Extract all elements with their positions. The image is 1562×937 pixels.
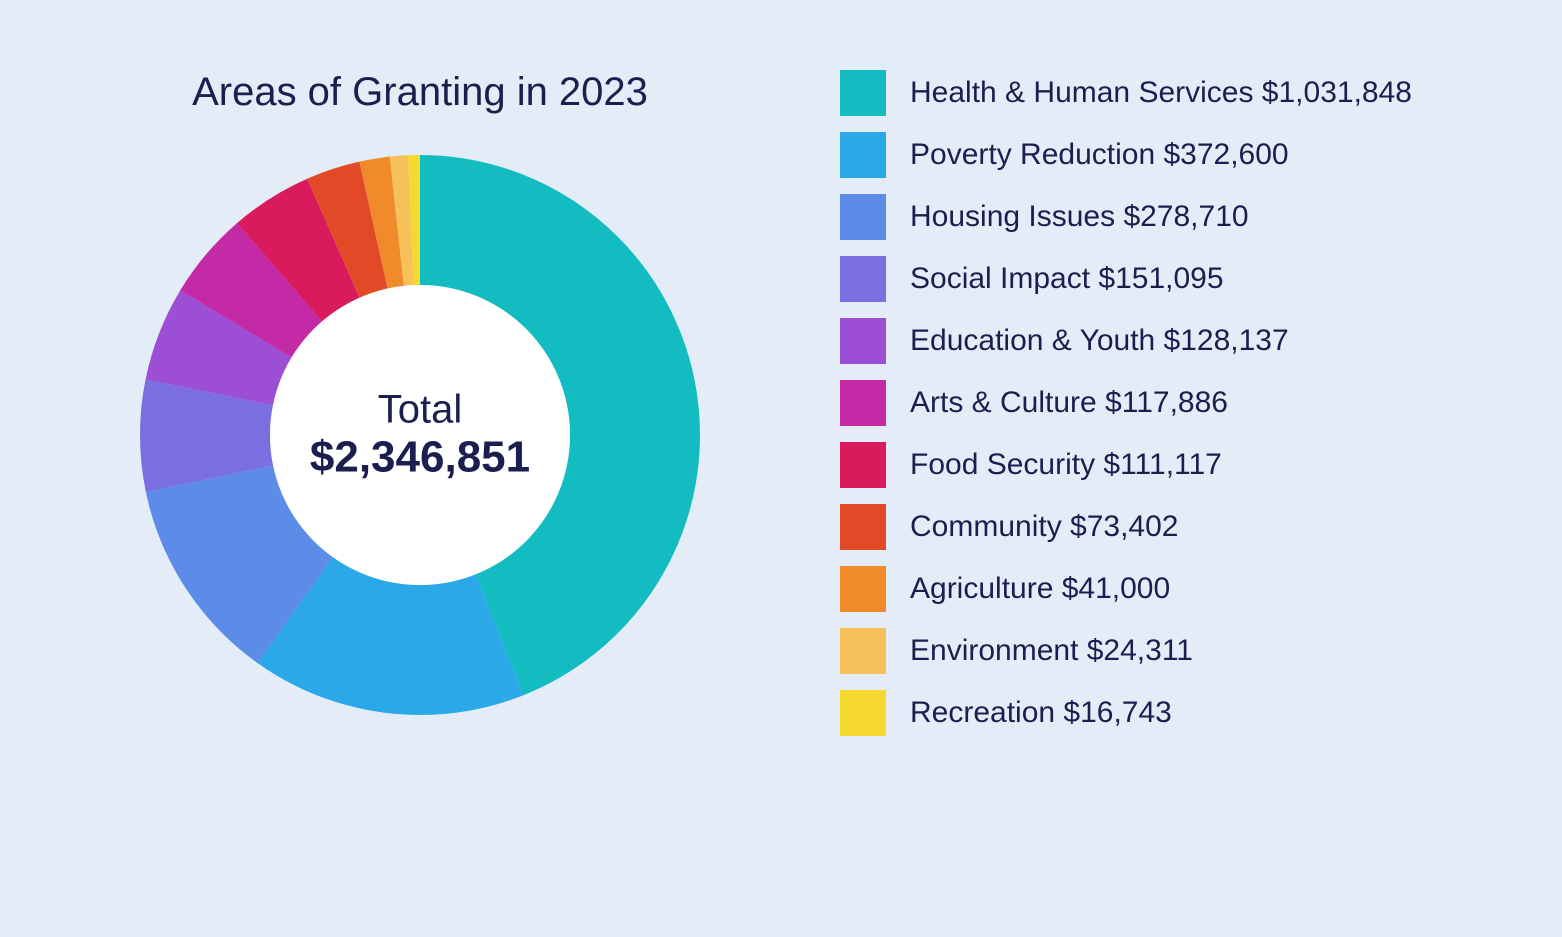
donut-chart: Total $2,346,851 [140, 155, 700, 715]
legend-item: Arts & Culture $117,886 [840, 380, 1502, 426]
legend-label: Poverty Reduction $372,600 [910, 138, 1289, 172]
legend-item: Health & Human Services $1,031,848 [840, 70, 1502, 116]
legend-label: Social Impact $151,095 [910, 262, 1224, 296]
legend-swatch [840, 628, 886, 674]
legend-item: Community $73,402 [840, 504, 1502, 550]
legend-swatch [840, 442, 886, 488]
center-total-label: Total [310, 388, 530, 433]
donut-center-label: Total $2,346,851 [310, 388, 530, 483]
legend-label: Health & Human Services $1,031,848 [910, 76, 1412, 110]
legend-swatch [840, 256, 886, 302]
legend-item: Environment $24,311 [840, 628, 1502, 674]
legend-swatch [840, 318, 886, 364]
legend-item: Poverty Reduction $372,600 [840, 132, 1502, 178]
center-total-value: $2,346,851 [310, 433, 530, 483]
legend-label: Environment $24,311 [910, 634, 1193, 668]
legend-label: Housing Issues $278,710 [910, 200, 1249, 234]
chart-title: Areas of Granting in 2023 [192, 70, 648, 115]
legend-item: Recreation $16,743 [840, 690, 1502, 736]
legend-swatch [840, 132, 886, 178]
legend-item: Housing Issues $278,710 [840, 194, 1502, 240]
legend-swatch [840, 194, 886, 240]
legend-swatch [840, 380, 886, 426]
legend-swatch [840, 70, 886, 116]
legend-label: Agriculture $41,000 [910, 572, 1170, 606]
chart-right-panel: Health & Human Services $1,031,848 Povert… [760, 60, 1502, 877]
legend-label: Recreation $16,743 [910, 696, 1172, 730]
legend-item: Agriculture $41,000 [840, 566, 1502, 612]
legend-label: Arts & Culture $117,886 [910, 386, 1228, 420]
legend-swatch [840, 504, 886, 550]
chart-container: Areas of Granting in 2023 Total $2,346,8… [0, 0, 1562, 937]
legend-label: Education & Youth $128,137 [910, 324, 1289, 358]
legend-label: Food Security $111,117 [910, 448, 1222, 482]
legend-item: Education & Youth $128,137 [840, 318, 1502, 364]
chart-left-panel: Areas of Granting in 2023 Total $2,346,8… [80, 60, 760, 877]
legend-label: Community $73,402 [910, 510, 1178, 544]
legend-swatch [840, 690, 886, 736]
legend-item: Social Impact $151,095 [840, 256, 1502, 302]
legend-swatch [840, 566, 886, 612]
legend-item: Food Security $111,117 [840, 442, 1502, 488]
legend: Health & Human Services $1,031,848 Povert… [840, 70, 1502, 736]
